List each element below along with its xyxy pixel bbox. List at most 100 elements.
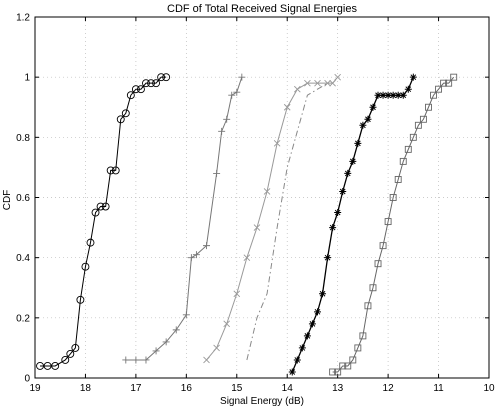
series-line: [246, 82, 328, 361]
data-point: [419, 115, 427, 123]
data-point: [374, 260, 382, 268]
data-point: [121, 109, 130, 118]
data-point: [344, 169, 352, 177]
data-point: [106, 166, 115, 175]
x-tick-label: 17: [130, 383, 142, 394]
series-4: [246, 82, 328, 361]
data-point: [314, 79, 321, 87]
x-axis-label: Signal Energy (dB): [220, 396, 304, 407]
data-point: [218, 127, 226, 135]
data-point: [329, 368, 337, 376]
data-point: [96, 202, 105, 211]
data-point: [66, 349, 75, 358]
data-point: [293, 85, 301, 93]
data-point: [116, 115, 125, 124]
data-point: [182, 311, 190, 319]
data-point: [76, 295, 85, 304]
y-tick-label: 0: [24, 374, 30, 385]
data-point: [203, 242, 211, 250]
data-point: [389, 91, 397, 99]
data-point: [162, 73, 171, 82]
data-point: [43, 362, 52, 370]
axis-ticks: 19 18 17 16 15 14 13 12 11 10 0 0.2 0.4 0.6 0.8 1 1.2: [16, 13, 495, 395]
data-point: [324, 254, 332, 262]
data-point: [435, 85, 443, 93]
data-point: [409, 133, 417, 141]
data-point: [51, 362, 60, 370]
data-point: [192, 251, 200, 259]
data-point: [81, 262, 90, 271]
data-point: [298, 344, 306, 352]
x-tick-label: 18: [80, 383, 92, 394]
data-point: [228, 91, 236, 99]
plot-frame: [34, 16, 490, 379]
data-point: [142, 356, 150, 364]
data-point: [374, 91, 382, 99]
data-point: [213, 169, 221, 177]
data-point: [147, 79, 155, 88]
data-point: [152, 347, 160, 355]
data-point: [445, 79, 453, 87]
y-tick-label: 0.4: [16, 253, 30, 264]
x-tick-label: 14: [282, 383, 294, 394]
data-point: [273, 140, 281, 147]
data-point: [71, 343, 80, 352]
y-tick-label: 1: [24, 73, 30, 84]
series-6: [329, 73, 458, 376]
data-point: [283, 103, 291, 111]
series-3: [203, 73, 341, 364]
y-tick-label: 0.6: [16, 193, 30, 204]
data-point: [293, 356, 301, 364]
data-point: [101, 202, 110, 211]
data-point: [243, 254, 251, 261]
data-point: [313, 308, 321, 316]
series-line: [40, 76, 167, 367]
data-point: [440, 79, 448, 87]
data-point: [339, 187, 347, 195]
data-point: [203, 356, 210, 364]
data-point: [399, 157, 407, 165]
data-point: [233, 290, 241, 298]
data-point: [359, 332, 367, 340]
data-point: [359, 121, 367, 129]
data-point: [399, 91, 407, 99]
data-point: [304, 79, 311, 87]
series-2: [122, 73, 246, 364]
data-point: [379, 242, 387, 250]
data-point: [334, 209, 342, 217]
data-point: [384, 91, 392, 99]
x-tick-label: 12: [383, 383, 395, 394]
data-point: [152, 79, 161, 88]
data-point: [132, 356, 140, 364]
data-point: [319, 290, 327, 298]
data-point: [349, 356, 357, 364]
data-point: [379, 91, 387, 99]
data-point: [334, 73, 341, 81]
data-point: [238, 73, 246, 81]
x-tick-label: 16: [181, 383, 193, 394]
data-point: [303, 332, 311, 340]
data-point: [187, 254, 195, 262]
data-point: [450, 73, 458, 81]
data-point: [223, 320, 231, 328]
grid-lines: [35, 17, 489, 378]
data-point: [122, 356, 130, 364]
data-point: [329, 224, 337, 232]
data-point: [354, 344, 362, 352]
y-axis-label: CDF: [2, 190, 13, 211]
x-tick-label: 13: [332, 383, 344, 394]
data-point: [131, 85, 140, 94]
chart-title: CDF of Total Received Signal Energies: [167, 3, 357, 15]
data-point: [389, 194, 397, 201]
data-point: [253, 224, 261, 231]
x-tick-label: 15: [231, 383, 243, 394]
data-point: [288, 368, 296, 376]
data-point: [384, 218, 392, 226]
data-point: [86, 238, 95, 247]
data-point: [329, 79, 336, 87]
data-point: [263, 188, 271, 195]
data-point: [414, 121, 422, 129]
x-tick-label: 10: [483, 383, 495, 394]
